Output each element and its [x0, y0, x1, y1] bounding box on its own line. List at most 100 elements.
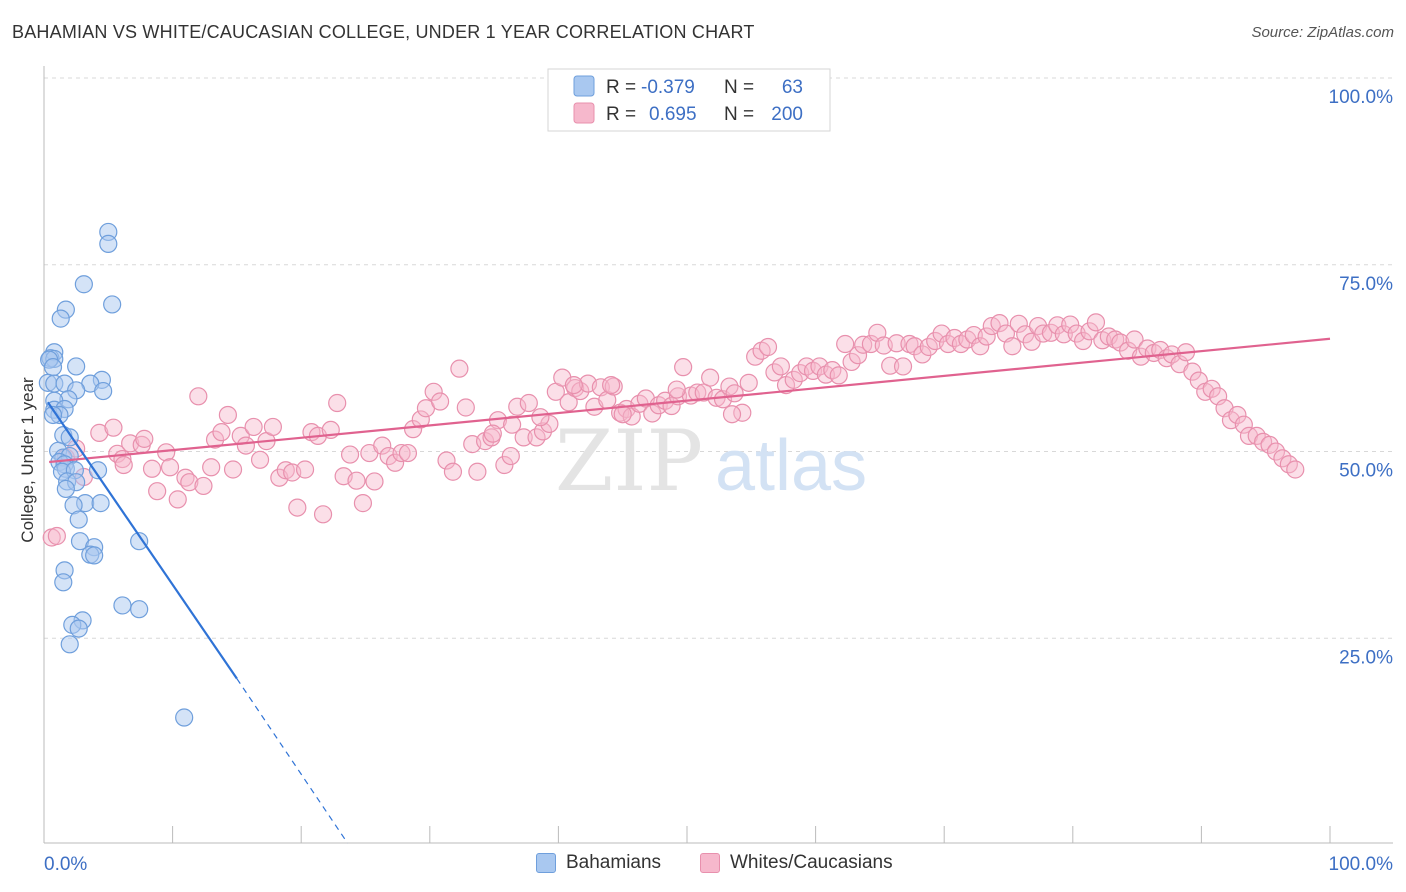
data-point-whites-caucasians [836, 334, 855, 354]
data-point-whites-caucasians [424, 382, 443, 401]
data-point-whites-caucasians [450, 359, 469, 378]
data-point-whites-caucasians [328, 393, 347, 413]
data-point-bahamians [43, 358, 63, 377]
data-point-bahamians [51, 309, 70, 328]
data-point-whites-caucasians [223, 460, 243, 479]
data-point-whites-caucasians [613, 405, 632, 424]
data-point-whites-caucasians [142, 459, 162, 478]
data-point-whites-caucasians [468, 462, 487, 481]
data-point-whites-caucasians [1234, 415, 1253, 434]
watermark: ZIP atlas [555, 412, 867, 510]
data-point-bahamians [85, 546, 104, 565]
data-point-whites-caucasians [1034, 324, 1053, 343]
data-point-whites-caucasians [503, 415, 522, 434]
legend-series: Bahamians Whites/Caucasians [0, 852, 1406, 878]
data-point-whites-caucasians [1054, 325, 1073, 344]
data-point-whites-caucasians [1228, 405, 1247, 425]
legend-item-whites-caucasians[interactable]: Whites/Caucasians [700, 852, 893, 874]
data-point-whites-caucasians [971, 337, 990, 356]
data-point-whites-caucasians [411, 410, 430, 429]
legend-r-value: 0.695 [649, 104, 697, 125]
data-point-bahamians [43, 405, 63, 425]
data-point-whites-caucasians [443, 462, 463, 481]
data-point-whites-caucasians [1048, 316, 1067, 335]
data-point-whites-caucasians [236, 436, 256, 455]
data-point-whites-caucasians [495, 455, 514, 475]
data-point-bahamians [175, 708, 194, 727]
data-point-whites-caucasians [701, 368, 720, 387]
x-tick-label: 100.0% [1329, 854, 1394, 875]
data-point-whites-caucasians [1016, 325, 1035, 344]
data-point-whites-caucasians [564, 375, 583, 395]
legend-swatch-pink [573, 102, 595, 124]
data-point-bahamians [54, 573, 73, 592]
axes [43, 66, 1393, 844]
data-point-whites-caucasians [168, 490, 187, 509]
data-point-bahamians [69, 510, 88, 529]
data-point-whites-caucasians [353, 494, 373, 513]
data-point-whites-caucasians [1106, 330, 1125, 349]
data-point-whites-caucasians [1080, 322, 1099, 341]
legend-r-value: -0.379 [641, 77, 695, 98]
data-point-whites-caucasians [854, 335, 873, 354]
data-point-whites-caucasians [250, 450, 270, 469]
data-point-whites-caucasians [202, 458, 221, 477]
data-point-whites-caucasians [540, 414, 559, 434]
trend-line-bahamians [46, 401, 238, 680]
data-point-whites-caucasians [893, 357, 913, 376]
data-point-whites-caucasians [347, 471, 366, 490]
data-point-bahamians [130, 600, 149, 619]
data-point-whites-caucasians [1266, 442, 1286, 461]
data-point-bahamians [88, 461, 108, 480]
watermark-atlas: atlas [715, 426, 867, 506]
data-point-whites-caucasians [514, 428, 533, 447]
data-point-bahamians [113, 596, 132, 615]
data-point-whites-caucasians [244, 417, 263, 437]
source-label: Source: ZipAtlas.com [1251, 24, 1394, 41]
data-point-whites-caucasians [887, 334, 906, 353]
data-point-whites-caucasians [263, 417, 283, 437]
data-point-bahamians [94, 381, 113, 401]
legend-r-label: R = [606, 104, 636, 125]
data-point-whites-caucasians [212, 423, 231, 442]
data-point-whites-caucasians [842, 352, 861, 372]
data-point-whites-caucasians [913, 345, 932, 364]
legend-label-whites-caucasians: Whites/Caucasians [730, 852, 893, 873]
data-point-whites-caucasians [398, 443, 418, 463]
data-point-whites-caucasians [1003, 337, 1022, 356]
data-point-whites-caucasians [288, 498, 307, 517]
data-point-whites-caucasians [722, 405, 742, 424]
data-point-bahamians [69, 619, 88, 638]
data-point-whites-caucasians [1189, 371, 1208, 390]
legend-box [547, 68, 831, 132]
data-point-whites-caucasians [977, 327, 996, 346]
x-tick-label: 0.0% [44, 854, 87, 875]
data-point-whites-caucasians [758, 337, 778, 357]
legend-item-bahamians[interactable]: Bahamians [536, 852, 661, 874]
data-point-whites-caucasians [373, 436, 392, 455]
data-point-whites-caucasians [1202, 379, 1221, 398]
data-point-whites-caucasians [218, 405, 237, 425]
data-point-whites-caucasians [602, 375, 621, 395]
data-point-whites-caucasians [667, 380, 686, 399]
legend-n-value: 63 [782, 77, 803, 98]
y-tick-label: 75.0% [1339, 274, 1393, 295]
chart-title: BAHAMIAN VS WHITE/CAUCASIAN COLLEGE, UND… [12, 22, 755, 42]
data-point-whites-caucasians [437, 451, 456, 470]
data-point-whites-caucasians [1183, 362, 1202, 381]
data-point-whites-caucasians [114, 455, 133, 475]
data-point-whites-caucasians [180, 473, 199, 492]
data-point-whites-caucasians [121, 434, 140, 453]
data-point-whites-caucasians [1061, 315, 1080, 334]
data-point-whites-caucasians [1125, 330, 1144, 349]
data-point-whites-caucasians [1286, 460, 1305, 479]
data-point-whites-caucasians [148, 482, 167, 501]
data-point-whites-caucasians [990, 313, 1009, 333]
data-point-whites-caucasians [313, 505, 333, 524]
data-point-whites-caucasians [340, 445, 360, 464]
legend-swatch-whites-caucasians [700, 853, 720, 873]
trend-lines [46, 337, 1331, 844]
data-point-whites-caucasians [430, 392, 450, 411]
y-tick-label: 25.0% [1339, 647, 1393, 668]
data-point-whites-caucasians [848, 346, 868, 365]
